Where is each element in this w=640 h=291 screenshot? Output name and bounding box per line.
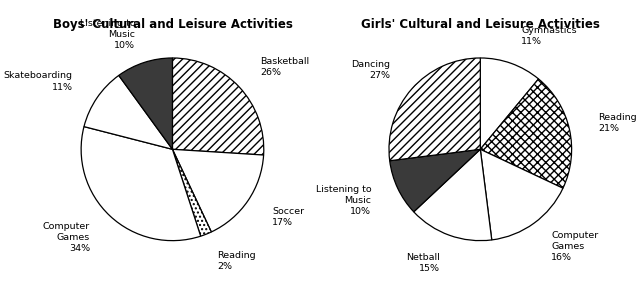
Text: Reading
21%: Reading 21% [598,113,637,133]
Wedge shape [172,58,264,155]
Text: Dancing
27%: Dancing 27% [351,60,390,80]
Wedge shape [84,75,172,149]
Text: Reading
2%: Reading 2% [217,251,255,272]
Wedge shape [389,58,480,161]
Wedge shape [390,149,480,212]
Title: Girls' Cultural and Leisure Activities: Girls' Cultural and Leisure Activities [361,18,600,31]
Text: Netball
15%: Netball 15% [406,253,440,273]
Wedge shape [413,149,492,241]
Wedge shape [172,149,211,236]
Wedge shape [172,149,264,232]
Wedge shape [480,79,572,188]
Text: Computer
Games
34%: Computer Games 34% [43,221,90,253]
Text: Basketball
26%: Basketball 26% [260,57,310,77]
Text: Gymnastics
11%: Gymnastics 11% [521,26,577,46]
Wedge shape [81,127,201,241]
Text: Computer
Games
16%: Computer Games 16% [551,231,598,262]
Text: Listening to
Music
10%: Listening to Music 10% [79,19,135,50]
Text: Listening to
Music
10%: Listening to Music 10% [316,185,371,216]
Text: Soccer
17%: Soccer 17% [272,207,304,227]
Title: Boys' Cultural and Leisure Activities: Boys' Cultural and Leisure Activities [52,18,292,31]
Wedge shape [480,149,563,240]
Wedge shape [480,58,538,149]
Wedge shape [119,58,172,149]
Text: Skateboarding
11%: Skateboarding 11% [4,72,73,92]
